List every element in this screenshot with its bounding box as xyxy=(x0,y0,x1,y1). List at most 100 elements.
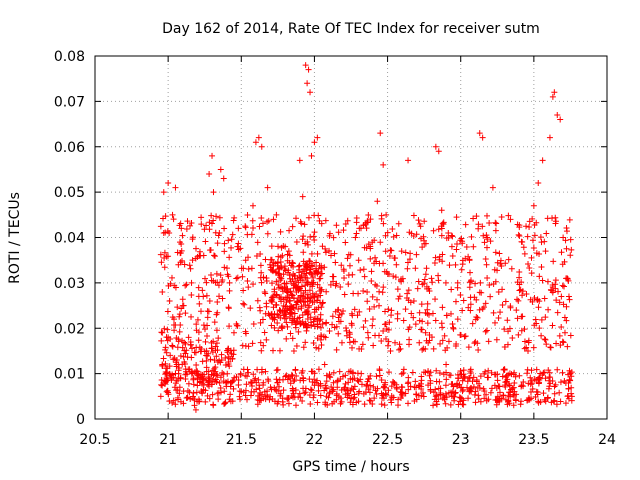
data-point xyxy=(386,319,393,326)
data-point xyxy=(528,254,535,261)
data-point xyxy=(257,307,264,314)
data-point xyxy=(311,376,318,383)
data-point xyxy=(542,314,549,321)
data-point xyxy=(298,272,305,279)
data-point xyxy=(292,367,299,374)
y-axis-label: ROTI / TECUs xyxy=(7,192,23,284)
data-point xyxy=(452,389,459,396)
data-point xyxy=(318,341,325,348)
data-point xyxy=(243,373,250,380)
data-point xyxy=(177,220,184,227)
data-point xyxy=(311,299,318,306)
data-point xyxy=(303,308,310,315)
data-point xyxy=(328,383,335,390)
data-point xyxy=(240,287,247,294)
data-point xyxy=(192,255,199,262)
data-point xyxy=(297,296,304,303)
data-point xyxy=(245,266,252,273)
data-point xyxy=(162,360,169,367)
data-point xyxy=(188,220,195,226)
data-point xyxy=(295,328,302,335)
data-point xyxy=(457,292,464,299)
data-point xyxy=(403,294,410,301)
data-point xyxy=(465,395,472,402)
data-point xyxy=(200,293,207,300)
data-point xyxy=(175,376,182,383)
data-point xyxy=(276,347,283,354)
data-point xyxy=(492,249,499,256)
data-point xyxy=(363,383,370,390)
data-point xyxy=(355,390,362,397)
data-point xyxy=(363,244,370,251)
data-point xyxy=(244,278,251,285)
data-point xyxy=(228,379,235,386)
data-point xyxy=(565,293,572,300)
data-point xyxy=(432,296,439,303)
data-point xyxy=(477,279,484,286)
data-point xyxy=(206,170,213,177)
data-point xyxy=(286,298,293,305)
data-point xyxy=(351,391,358,398)
data-point xyxy=(446,262,453,269)
data-point xyxy=(380,284,387,291)
data-point xyxy=(524,370,531,377)
data-point xyxy=(264,184,271,191)
data-point xyxy=(442,382,449,389)
data-point xyxy=(505,381,512,388)
data-point xyxy=(448,243,455,250)
data-point xyxy=(387,347,394,354)
data-point xyxy=(365,212,372,219)
data-point xyxy=(348,395,355,402)
data-point xyxy=(502,298,509,305)
data-point xyxy=(318,304,325,311)
data-point xyxy=(269,268,276,275)
data-point xyxy=(161,249,168,256)
data-point xyxy=(525,347,532,354)
data-point xyxy=(415,278,422,285)
data-point xyxy=(310,274,317,281)
data-point xyxy=(554,111,561,118)
data-point xyxy=(258,143,265,150)
x-tick-label: 22 xyxy=(306,432,324,448)
data-point xyxy=(170,322,177,329)
data-point xyxy=(315,382,322,389)
data-point xyxy=(488,385,495,392)
data-point xyxy=(510,402,517,409)
data-point xyxy=(182,340,189,347)
data-point xyxy=(249,340,256,347)
data-point xyxy=(484,275,491,282)
data-point xyxy=(393,261,400,268)
data-point xyxy=(273,376,280,383)
data-point xyxy=(429,310,436,317)
data-point xyxy=(297,292,304,299)
data-point xyxy=(258,279,265,286)
data-point xyxy=(168,274,175,281)
data-point xyxy=(433,378,440,385)
data-point xyxy=(164,365,171,372)
data-point xyxy=(283,299,290,306)
data-point xyxy=(235,225,242,232)
data-point xyxy=(402,249,409,256)
data-point xyxy=(178,247,185,254)
data-point xyxy=(416,382,423,389)
data-point xyxy=(515,331,522,338)
data-point xyxy=(261,288,268,295)
data-point xyxy=(424,320,431,327)
data-point xyxy=(169,211,176,218)
data-point xyxy=(467,385,474,392)
data-point xyxy=(225,304,232,311)
data-point xyxy=(419,244,426,251)
data-point xyxy=(185,380,192,387)
data-point xyxy=(283,319,290,326)
data-point xyxy=(372,281,379,288)
data-point xyxy=(500,392,507,399)
data-point xyxy=(567,377,574,384)
data-point xyxy=(529,237,536,244)
data-point xyxy=(205,374,212,381)
data-point xyxy=(273,211,280,218)
data-point xyxy=(353,230,360,237)
data-point xyxy=(407,383,414,390)
data-point xyxy=(404,265,411,272)
data-point xyxy=(224,347,231,354)
data-point xyxy=(373,373,380,380)
